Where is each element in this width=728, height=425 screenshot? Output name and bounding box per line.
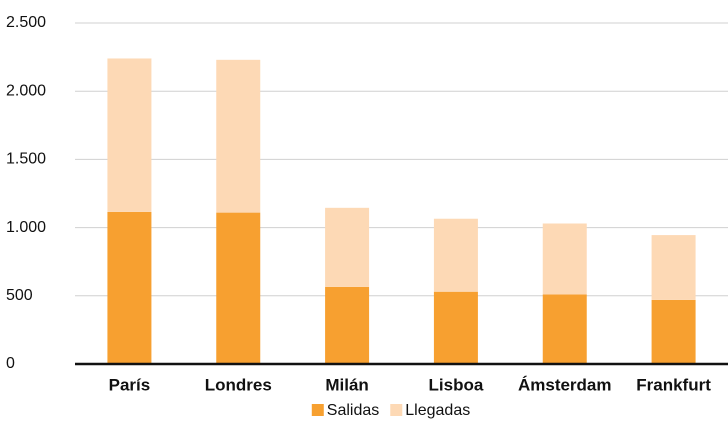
bar-segment <box>651 235 696 300</box>
legend-label: Llegadas <box>405 402 470 419</box>
bar-segment <box>107 58 152 212</box>
y-tick-label: 0 <box>6 355 15 372</box>
bar-segment <box>216 212 261 364</box>
y-tick-label: 500 <box>6 287 33 304</box>
bar-segment <box>542 294 587 364</box>
x-tick-label: París <box>109 375 151 394</box>
bar-segment <box>325 286 370 364</box>
y-tick-label: 2.000 <box>6 82 46 99</box>
bar-segment <box>216 59 261 213</box>
x-tick-label: Frankfurt <box>636 375 711 394</box>
x-tick-label: Ámsterdam <box>518 375 612 394</box>
bar-segment <box>542 223 587 295</box>
x-tick-label: Lisboa <box>429 375 484 394</box>
bar-segment <box>107 211 152 364</box>
legend-swatch <box>311 404 324 416</box>
x-tick-label: Milán <box>325 375 368 394</box>
x-tick-label: Londres <box>205 375 272 394</box>
bar-segment <box>325 207 370 287</box>
y-tick-label: 1.500 <box>6 151 46 168</box>
bar-segment <box>651 299 696 364</box>
legend-swatch <box>390 404 403 416</box>
legend-label: Salidas <box>327 402 379 419</box>
bar-segment <box>433 218 478 292</box>
y-tick-label: 1.000 <box>6 219 46 236</box>
y-tick-label: 2.500 <box>6 14 46 31</box>
bar-segment <box>433 291 478 364</box>
